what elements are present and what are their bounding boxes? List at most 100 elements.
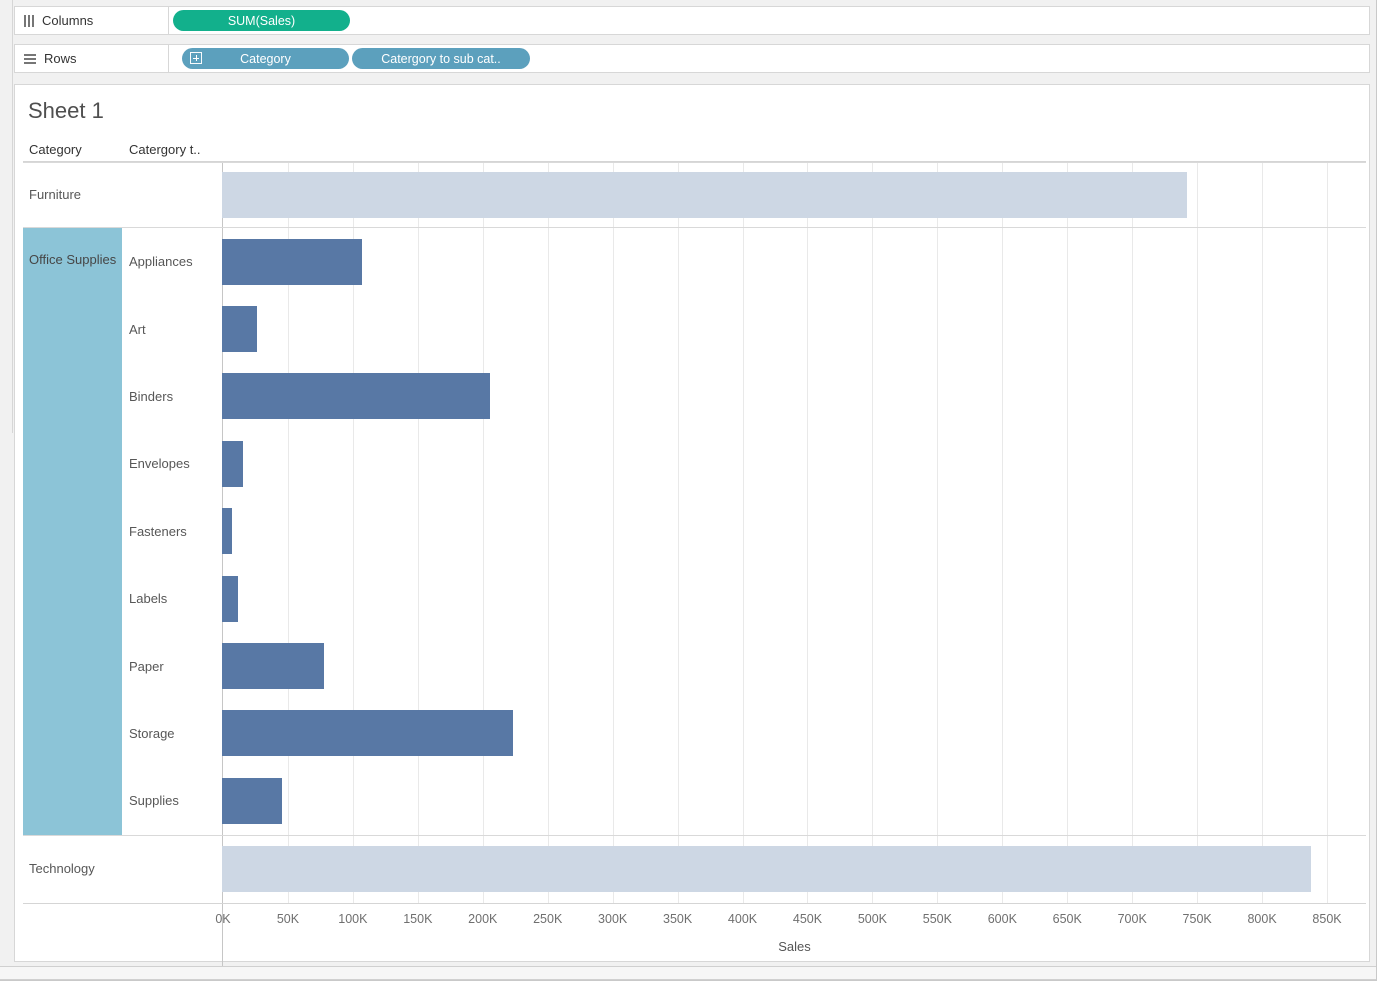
bar-supplies[interactable] [222,777,283,824]
category-cell-furniture[interactable]: Furniture [23,163,122,227]
plot-cell [222,565,1366,632]
subcategory-label-storage[interactable]: Storage [129,725,175,741]
axis-tick-label: 50K [276,911,300,926]
chart-plot-area: Furniture Office Supplies Appliances Art Bin… [23,162,1366,904]
chart-row [122,163,1366,227]
subcategory-label-binders[interactable]: Binders [129,388,174,404]
gridline [482,162,484,903]
axis-tick-label: 650K [1052,911,1082,926]
bar-chart: Category Catergory t.. Furniture Office S… [23,138,1366,966]
rows-pill-area[interactable]: Category Catergory to sub cat.. [169,45,530,72]
horizontal-scrollbar[interactable] [0,966,1376,980]
chart-row: Storage [122,700,1366,767]
category-label: Furniture [29,187,82,203]
axis-tick-label: 300K [598,911,628,926]
chart-row: Labels [122,565,1366,632]
columns-pill-area[interactable]: SUM(Sales) [169,7,350,34]
pill-category[interactable]: Category [182,48,349,69]
header-category: Category [29,142,82,157]
chart-row: Appliances [122,228,1366,295]
rows-icon [24,53,36,64]
category-label: Technology [29,861,95,877]
gridline [547,162,549,903]
pill-category-label: Category [240,51,291,66]
axis-tick-label: 0K [215,911,231,926]
left-pane-edge [0,0,13,433]
gridline [417,162,419,903]
gridline [1197,162,1199,903]
bar-appliances[interactable] [222,238,362,285]
rows-shelf-head: Rows [15,45,169,72]
x-axis: Sales 0K 50K 100K 150K 200K 250K 300K 350K 400K 4… [215,903,1366,966]
bar-art[interactable] [222,306,258,353]
gridline [1067,162,1069,903]
axis-tick-label: 850K [1312,911,1342,926]
columns-icon [24,14,34,27]
hierarchy-expand-icon[interactable] [190,52,202,64]
category-label: Office Supplies [29,252,117,267]
columns-shelf-label: Columns [42,13,94,28]
axis-tick-label: 250K [533,911,563,926]
axis-tick-label: 550K [922,911,952,926]
bar-paper[interactable] [222,643,325,690]
plot-cell [222,700,1366,767]
gridline [872,162,874,903]
axis-tick-label: 100K [338,911,368,926]
chart-section-furniture: Furniture [23,162,1366,227]
gridline [807,162,809,903]
pill-sum-sales[interactable]: SUM(Sales) [173,10,350,31]
bar-labels[interactable] [222,575,239,622]
plot-cell [222,363,1366,430]
bar-storage[interactable] [222,710,514,757]
gridline [612,162,614,903]
bar-technology[interactable] [222,846,1312,893]
rows-shelf[interactable]: Rows Category Catergory to sub cat.. [14,44,1370,73]
axis-tick-label: 200K [468,911,498,926]
axis-tick-label: 450K [792,911,823,926]
gridline-overlay [222,162,1366,903]
plot-cell [222,295,1366,362]
axis-tick-label: 600K [987,911,1017,926]
subcategory-label-fasteners[interactable]: Fasteners [129,523,187,539]
chart-column-headers: Category Catergory t.. [23,138,1366,162]
subcategory-label-art[interactable]: Art [129,321,146,337]
plot-cell [222,836,1366,903]
gridline [937,162,939,903]
plot-cell [222,430,1366,497]
chart-row [122,836,1366,903]
bar-envelopes[interactable] [222,440,244,487]
axis-tick-label: 800K [1247,911,1277,926]
sheet-title: Sheet 1 [28,98,104,123]
subcategory-label-appliances[interactable]: Appliances [129,254,193,270]
rows-shelf-label: Rows [44,51,77,66]
columns-shelf[interactable]: Columns SUM(Sales) [14,6,1370,35]
chart-row: Art [122,295,1366,362]
chart-row: Supplies [122,767,1366,834]
axis-tick-label: 750K [1182,911,1212,926]
axis-tick-label: 500K [857,911,888,926]
plot-cell [222,163,1366,227]
bar-furniture[interactable] [222,172,1187,218]
subcategory-label-paper[interactable]: Paper [129,658,164,674]
gridline [287,162,289,903]
bar-fasteners[interactable] [222,508,233,555]
subcategory-label-envelopes[interactable]: Envelopes [129,456,190,472]
category-cell-office-supplies[interactable]: Office Supplies [23,228,122,835]
chart-row: Envelopes [122,430,1366,497]
bar-binders[interactable] [222,373,490,420]
gridline [1002,162,1004,903]
axis-tick-label: 700K [1117,911,1147,926]
pill-category-to-sub-category[interactable]: Catergory to sub cat.. [352,48,530,69]
axis-tick-label: 350K [662,911,693,926]
plot-cell [222,228,1366,295]
x-axis-title: Sales [778,938,811,954]
chart-row: Paper [122,632,1366,699]
subcategory-label-labels[interactable]: Labels [129,591,168,607]
gridline [742,162,744,903]
axis-tick-label: 150K [403,911,433,926]
gridline [1262,162,1264,903]
subcategory-label-supplies[interactable]: Supplies [129,793,179,809]
category-cell-technology[interactable]: Technology [23,836,122,903]
worksheet-area: Columns SUM(Sales) Rows Category Catergo… [14,6,1370,966]
